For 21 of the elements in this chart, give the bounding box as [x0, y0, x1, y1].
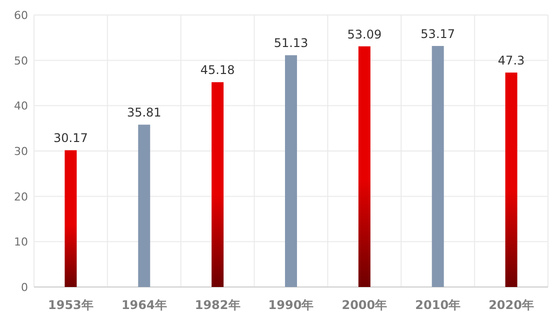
data-label: 35.81: [126, 106, 162, 120]
y-tick-label: 0: [21, 281, 28, 294]
x-tick-label: 1964年: [121, 298, 167, 312]
x-tick-label: 1953年: [48, 298, 94, 312]
data-label: 51.13: [274, 36, 308, 50]
x-tick-label: 1982年: [194, 298, 240, 312]
y-tick-label: 20: [14, 190, 28, 204]
data-label: 53.17: [420, 26, 456, 41]
data-label: 53.09: [347, 27, 382, 42]
y-tick-label: 30: [14, 145, 28, 158]
x-tick-label: 2000年: [342, 298, 388, 312]
y-tick-label: 40: [14, 100, 28, 113]
y-tick-label: 60: [14, 9, 28, 22]
x-tick-label: 2020年: [488, 298, 534, 312]
y-tick-label: 50: [14, 54, 28, 68]
data-label: 30.17: [54, 131, 88, 146]
y-tick-label: 10: [14, 236, 28, 249]
data-label: 47.3: [498, 54, 525, 68]
data-label: 45.18: [200, 63, 235, 78]
x-tick-label: 2010年: [415, 298, 461, 312]
x-tick-label: 1990年: [268, 298, 314, 312]
